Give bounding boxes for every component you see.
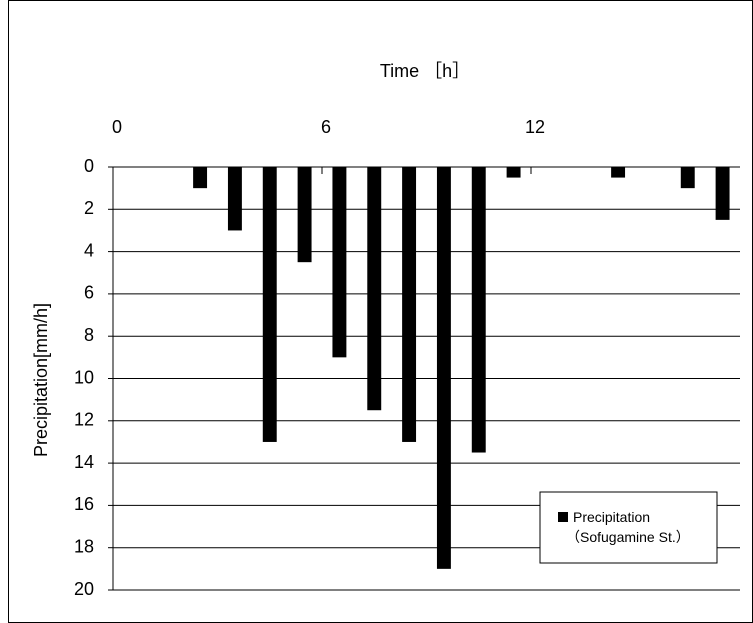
legend-box [539,491,718,564]
bar [611,167,626,178]
y-tick-label: 10 [74,367,94,387]
bar [436,167,451,569]
x-tick-label: 6 [321,117,331,137]
bar [402,167,417,442]
y-tick-label: 6 [84,283,94,303]
bar [297,167,312,263]
legend: Precipitation （Sofugamine St.） [539,491,718,564]
bar [715,167,730,220]
x-axis-title: Time ［h］ [380,61,470,81]
y-tick-label: 16 [74,494,94,514]
bar [506,167,521,178]
x-tick-label: 12 [525,117,545,137]
bar [367,167,382,411]
bar [262,167,277,442]
y-tick-label: 0 [84,156,94,176]
y-tick-label: 18 [74,536,94,556]
y-tick-label: 12 [74,410,94,430]
y-tick-label: 2 [84,198,94,218]
y-axis-title: Precipitation[mm/h] [31,303,51,457]
bar [332,167,347,358]
bar [193,167,208,189]
y-tick-label: 8 [84,325,94,345]
y-tick-label: 20 [74,579,94,599]
y-tick-label: 4 [84,240,94,260]
legend-swatch [558,512,568,522]
bar [471,167,486,453]
bar [227,167,242,231]
x-tick-label: 0 [112,117,122,137]
y-tick-label: 14 [74,452,94,472]
legend-label: Precipitation （Sofugamine St.） [566,509,690,545]
bar [680,167,695,189]
